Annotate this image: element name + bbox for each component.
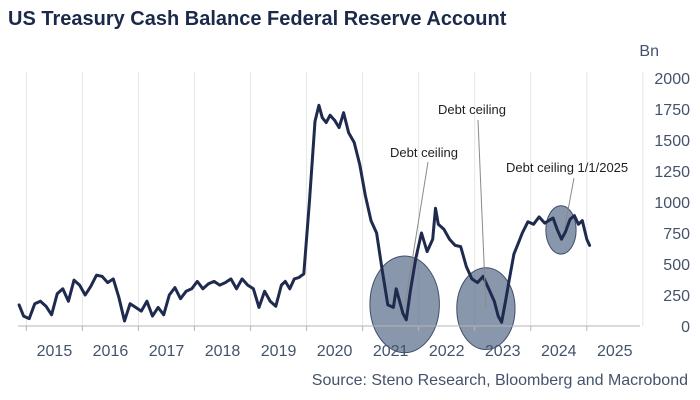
x-tick-label: 2024 [541, 343, 577, 360]
y-tick-label: 1750 [654, 102, 690, 119]
x-tick-label: 2018 [205, 343, 241, 360]
chart-title: US Treasury Cash Balance Federal Reserve… [8, 8, 507, 30]
y-axis-unit: Bn [639, 43, 659, 60]
x-tick-label: 2025 [597, 343, 633, 360]
y-tick-label: 750 [663, 226, 690, 243]
y-tick-label: 250 [663, 288, 690, 305]
source-note: Source: Steno Research, Bloomberg and Ma… [311, 372, 688, 389]
y-tick-label: 0 [681, 319, 690, 336]
annotations: Debt ceiling Debt ceiling Debt ceiling 1/1… [390, 102, 628, 308]
y-tick-label: 1000 [654, 195, 690, 212]
y-tick-label: 2000 [654, 71, 690, 88]
annotation-label: Debt ceiling [390, 145, 458, 160]
annotation-label: Debt ceiling [438, 102, 506, 117]
y-tick-label: 1250 [654, 164, 690, 181]
x-tick-label: 2021 [373, 343, 409, 360]
x-tick-label: 2017 [149, 343, 185, 360]
x-tick-label: 2023 [485, 343, 521, 360]
debt-ceiling-ellipse [545, 205, 577, 255]
annotation-label: Debt ceiling 1/1/2025 [506, 160, 628, 175]
vertical-gridlines [25, 72, 644, 326]
cash-balance-line [17, 103, 592, 324]
annotation-leader [477, 119, 487, 308]
x-tick-label: 2022 [429, 343, 465, 360]
x-tick-label: 2016 [93, 343, 129, 360]
x-tick-label: 2019 [261, 343, 297, 360]
x-axis-ticks: 2015 2016 2017 2018 2019 2020 2021 2022 2023 2024… [25, 326, 633, 360]
x-tick-label: 2020 [317, 343, 353, 360]
debt-ceiling-ellipse [456, 267, 516, 351]
x-tick-label: 2015 [37, 343, 73, 360]
y-axis-ticks: 0 250 500 750 1000 1250 1500 1750 2000 [654, 71, 690, 336]
y-tick-label: 500 [663, 257, 690, 274]
annotation-leader [404, 161, 429, 308]
annotation-leader [563, 177, 575, 230]
y-tick-label: 1500 [654, 133, 690, 150]
